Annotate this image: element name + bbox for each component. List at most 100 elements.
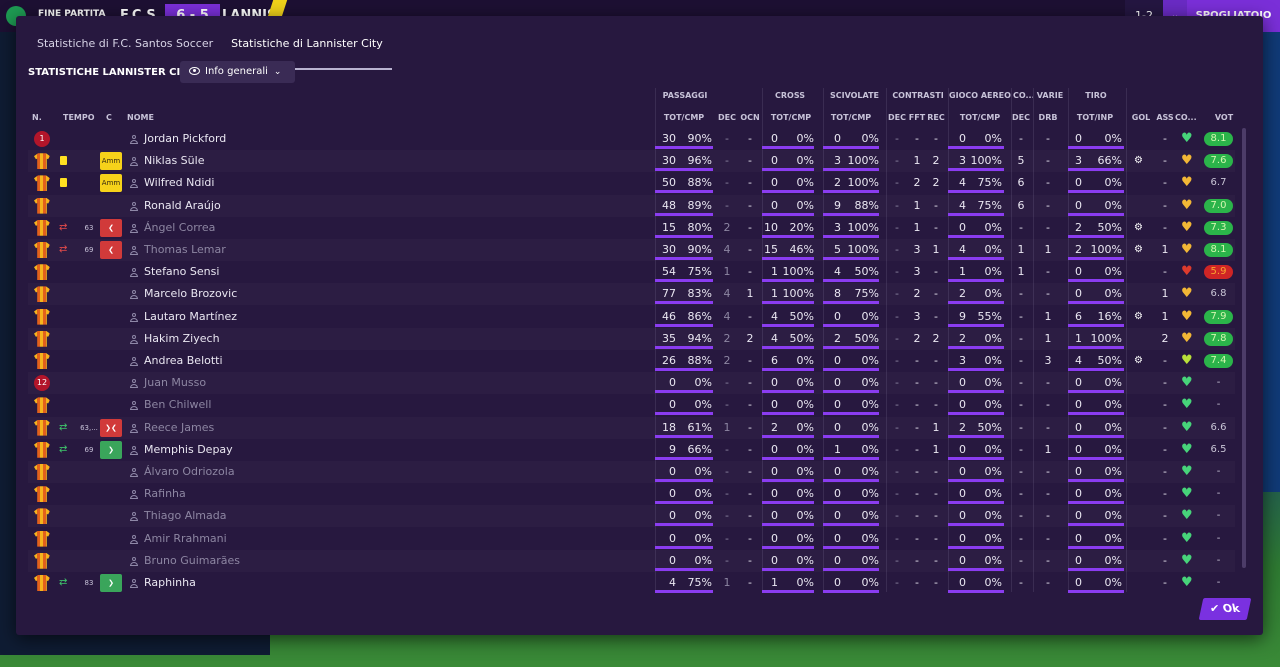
table-row[interactable]: Bruno Guimarães 0 0% - -0 0% 0 0% - - -0 0% - -0 0% - ♥ - [28,550,1235,572]
player-name[interactable]: Memphis Depay [144,442,233,456]
column-header-13[interactable]: DEC [1012,113,1030,122]
player-name[interactable]: Thomas Lemar [144,243,226,256]
table-row[interactable]: Álvaro Odriozola 0 0% - -0 0% 0 0% - - -0 0% - -0 0% - ♥… [28,461,1235,483]
column-header-10[interactable]: FFT [908,113,926,122]
column-header-14[interactable]: DRB [1038,113,1058,122]
player-profile-icon[interactable] [130,157,138,167]
table-row[interactable]: ⇄ 83 ❯ Raphinha 4 75% 1 - 1 0% 0 0% - - - 0 0% - - 0 0% - ♥ - [28,572,1235,594]
player-profile-icon[interactable] [130,135,138,144]
tackles-pct: 0% [861,442,879,456]
ok-button[interactable]: ✔ Ok [1198,598,1252,620]
assists: - [1163,576,1167,589]
player-profile-icon[interactable] [130,246,138,255]
player-name[interactable]: Hakim Ziyech [144,331,220,345]
player-name[interactable]: Marcelo Brozovic [144,287,238,301]
player-name[interactable]: Reece James [144,420,215,434]
table-row[interactable]: Hakim Ziyech 35 94% 2 2 4 50% 2 50% -2 2 2 0% -1 1 100%… [28,328,1235,350]
group-header-5[interactable]: CO... [1013,91,1035,100]
table-row[interactable]: ⇄ 69 ❮ Thomas Lemar 30 90% 4-15 46% 5 100% -3 1 4 0% 1… [28,239,1235,261]
tab-home-stats[interactable]: Statistiche di F.C. Santos Soccer [37,37,214,50]
column-header-3[interactable]: NOME [127,113,154,122]
table-row[interactable]: Stefano Sensi 54 75% 1-1 100% 4 50% -3-1 0% 1-0 0%… [28,261,1235,283]
player-name[interactable]: Ángel Correa [144,220,216,234]
table-row[interactable]: 12 Juan Musso 0 0% - -0 0% 0 0% - - -0 0% - -0 0% - ♥ - [28,372,1235,394]
group-header-3[interactable]: CONTRASTI [892,91,944,100]
stat-underline [1068,168,1124,172]
table-row[interactable]: Amm Wilfred Ndidi 50 88% - -0 0% 2 100% -2 2 4 75% 6-… [28,172,1235,194]
column-header-9[interactable]: DEC [888,113,906,122]
table-row[interactable]: Ben Chilwell 0 0% - -0 0% 0 0% - - -0 0% - -0 0% - ♥ - [28,394,1235,416]
player-name[interactable]: Álvaro Odriozola [144,465,235,478]
player-profile-icon[interactable] [130,490,138,500]
table-row[interactable]: Rafinha 0 0% - -0 0% 0 0% - - -0 0% - -0 0% - ♥ - [28,483,1235,505]
player-name[interactable]: Stefano Sensi [144,265,220,279]
column-header-5[interactable]: DEC [718,113,736,122]
player-profile-icon[interactable] [130,534,138,544]
player-name[interactable]: Bruno Guimarães [144,553,241,567]
view-dropdown[interactable]: Info generali ⌄ [180,61,296,83]
column-header-8[interactable]: TOT/CMP [830,113,872,122]
player-name[interactable]: Thiago Almada [144,509,227,523]
group-header-0[interactable]: PASSAGGI [662,91,708,100]
player-name[interactable]: Ronald Araújo [144,198,221,212]
player-profile-icon[interactable] [130,468,138,477]
table-row[interactable]: 1 Jordan Pickford 30 90% - -0 0% 0 0% - - -0 0% - -0 0%… [28,128,1235,150]
player-profile-icon[interactable] [130,556,138,566]
tab-away-stats[interactable]: Statistiche di Lannister City [222,28,392,70]
table-row[interactable]: Andrea Belotti 26 88% 2 - 6 0% 0 0% - - - 3 0% - 3 4 50% ⚙… [28,350,1235,372]
column-header-15[interactable]: TOT/INP [1076,113,1114,122]
column-header-18[interactable]: CO... [1175,113,1197,122]
column-header-16[interactable]: GOL [1131,113,1151,122]
player-name[interactable]: Rafinha [144,487,186,501]
player-profile-icon[interactable] [130,357,138,366]
player-name[interactable]: Andrea Belotti [144,354,223,367]
player-profile-icon[interactable] [130,268,138,278]
player-profile-icon[interactable] [130,201,138,211]
player-profile-icon[interactable] [130,445,138,455]
table-row[interactable]: Thiago Almada 0 0% - -0 0% 0 0% - - -0 0% - -0 0% - ♥ - [28,505,1235,527]
column-header-1[interactable]: TEMPO [63,113,95,122]
table-row[interactable]: Ronald Araújo 48 89% - -0 0% 9 88% -1-4 75% 6-0 0% -… [28,195,1235,217]
player-profile-icon[interactable] [130,223,138,233]
player-profile-icon[interactable] [130,312,138,322]
table-row[interactable]: ⇄ 63,... ❯❮ Reece James 18 61% 1-2 0% 0 0% - -1 2 50%… [28,417,1235,439]
group-header-4[interactable]: GIOCO AEREO [949,91,1011,100]
player-profile-icon[interactable] [130,179,138,189]
table-row[interactable]: Amm Niklas Süle 30 96% - -0 0% 3 100% -1 2 3 100% 5-3… [28,150,1235,172]
table-scrollbar[interactable] [1242,128,1246,568]
player-name[interactable]: Jordan Pickford [144,132,227,145]
column-header-11[interactable]: REC [927,113,945,122]
table-row[interactable]: Marcelo Brozovic 77 83% 4 1 1 100% 8 75% -2-2 0% - -… [28,283,1235,305]
table-row[interactable]: ⇄ 63 ❮ Ángel Correa 15 80% 2-10 20% 3 100% -1-0 0% -… [28,217,1235,239]
player-profile-icon[interactable] [130,579,138,588]
player-profile-icon[interactable] [130,334,138,344]
group-header-7[interactable]: TIRO [1085,91,1107,100]
player-name[interactable]: Lautaro Martínez [144,309,238,323]
column-header-19[interactable]: VOT [1214,113,1234,122]
player-profile-icon[interactable] [130,512,138,522]
player-profile-icon[interactable] [130,401,138,411]
column-header-0[interactable]: N. [32,113,42,122]
player-name[interactable]: Raphinha [144,576,196,589]
table-row[interactable]: Lautaro Martínez 46 86% 4-4 50% 0 0% -3-9 55% -1 6… [28,306,1235,328]
table-row[interactable]: ⇄ 69 ❯ Memphis Depay 9 66% - -0 0% 1 0% - -1 0 0% -1 0 0%… [28,439,1235,461]
table-row[interactable]: Amir Rrahmani 0 0% - -0 0% 0 0% - - -0 0% - -0 0% - ♥ - [28,528,1235,550]
column-header-17[interactable]: ASS [1156,113,1174,122]
player-profile-icon[interactable] [130,423,138,433]
column-header-6[interactable]: OCN [740,113,760,122]
player-name[interactable]: Juan Musso [144,376,207,390]
player-name[interactable]: Ben Chilwell [144,398,212,412]
column-header-4[interactable]: TOT/CMP [663,113,705,122]
group-header-6[interactable]: VARIE [1036,91,1064,100]
column-header-2[interactable]: C [106,113,112,122]
column-header-7[interactable]: TOT/CMP [770,113,812,122]
player-name[interactable]: Amir Rrahmani [144,531,227,545]
group-header-1[interactable]: CROSS [775,91,805,100]
group-header-2[interactable]: SCIVOLATE [829,91,880,100]
tackles-pct: 100% [847,154,879,168]
column-header-12[interactable]: TOT/CMP [959,113,1001,122]
player-profile-icon[interactable] [130,379,138,389]
player-name[interactable]: Niklas Süle [144,154,205,168]
player-profile-icon[interactable] [130,290,138,300]
player-name[interactable]: Wilfred Ndidi [144,176,215,190]
